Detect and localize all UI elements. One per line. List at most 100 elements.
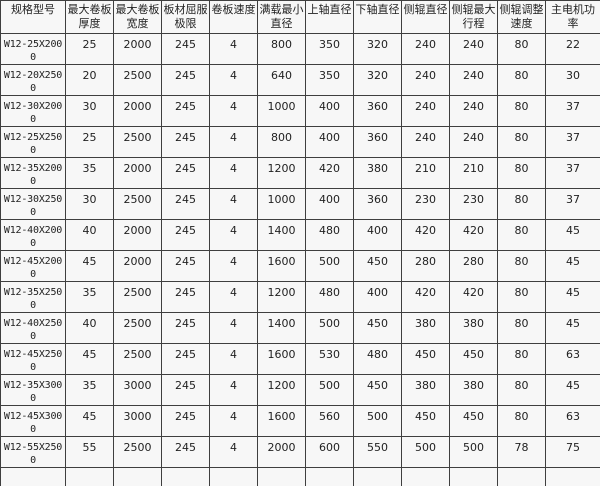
- value-cell: 800: [257, 33, 306, 65]
- column-header: 侧辊调整速度: [497, 0, 546, 34]
- value-cell: 245: [161, 157, 210, 189]
- table-row: W12-40X2000 40 2000 245 4 1400 480 400 420 420 80 4…: [0, 219, 600, 251]
- value-cell: 245: [161, 126, 210, 158]
- table-row: W12-35X2000 35 2000 245 4 1200 420 380 210 210 80 3…: [0, 157, 600, 189]
- value-cell: 3000: [113, 405, 162, 437]
- table-row: W12-20X2500 20 2500 245 4 640 350 320 240 240 80 30: [0, 64, 600, 96]
- table-row: W12-35X3000 35 3000 245 4 1200 500 450 380 380 80 4…: [0, 374, 600, 406]
- value-cell: 45: [65, 405, 114, 437]
- value-cell: 400: [305, 188, 354, 220]
- model-cell: W12-45X2500: [0, 343, 66, 375]
- value-cell: 245: [161, 219, 210, 251]
- value-cell: 400: [353, 219, 402, 251]
- table-row: W12-25X2500 25 2500 245 4 800 400 360 240 240 80 37: [0, 126, 600, 158]
- table-header: 规格型号 最大卷板厚度 最大卷板宽度 板材屈服极限 卷板速度 满载最小直径 上轴直径 下轴直径…: [0, 0, 600, 34]
- value-cell: 420: [401, 219, 450, 251]
- empty-cell: [545, 467, 600, 486]
- value-cell: 400: [305, 95, 354, 127]
- value-cell: 2000: [113, 95, 162, 127]
- value-cell: 45: [545, 250, 600, 282]
- value-cell: 80: [497, 219, 546, 251]
- value-cell: 450: [353, 374, 402, 406]
- value-cell: 640: [257, 64, 306, 96]
- value-cell: 80: [497, 405, 546, 437]
- value-cell: 380: [449, 374, 498, 406]
- value-cell: 35: [65, 157, 114, 189]
- value-cell: 480: [353, 343, 402, 375]
- model-cell: W12-40X2500: [0, 312, 66, 344]
- value-cell: 420: [449, 281, 498, 313]
- value-cell: 1400: [257, 312, 306, 344]
- empty-cell: [209, 467, 258, 486]
- value-cell: 80: [497, 126, 546, 158]
- value-cell: 245: [161, 436, 210, 468]
- value-cell: 80: [497, 95, 546, 127]
- value-cell: 4: [209, 33, 258, 65]
- value-cell: 2000: [257, 436, 306, 468]
- model-cell: W12-45X2000: [0, 250, 66, 282]
- value-cell: 4: [209, 436, 258, 468]
- value-cell: 45: [545, 312, 600, 344]
- value-cell: 480: [305, 281, 354, 313]
- value-cell: 420: [305, 157, 354, 189]
- table-row: W12-25X2000 25 2000 245 4 800 350 320 240 240 80 22: [0, 33, 600, 65]
- value-cell: 350: [305, 64, 354, 96]
- value-cell: 4: [209, 281, 258, 313]
- value-cell: 4: [209, 157, 258, 189]
- value-cell: 4: [209, 312, 258, 344]
- value-cell: 80: [497, 374, 546, 406]
- model-cell: W12-30X2500: [0, 188, 66, 220]
- value-cell: 500: [305, 312, 354, 344]
- value-cell: 240: [449, 95, 498, 127]
- value-cell: 1400: [257, 219, 306, 251]
- value-cell: 360: [353, 188, 402, 220]
- value-cell: 1600: [257, 250, 306, 282]
- value-cell: 530: [305, 343, 354, 375]
- value-cell: 2000: [113, 250, 162, 282]
- value-cell: 2500: [113, 281, 162, 313]
- column-header: 侧辊最大行程: [449, 0, 498, 34]
- value-cell: 4: [209, 405, 258, 437]
- table-row: W12-55X2500 55 2500 245 4 2000 600 550 500 500 78 7…: [0, 436, 600, 468]
- value-cell: 320: [353, 33, 402, 65]
- value-cell: 25: [65, 126, 114, 158]
- value-cell: 245: [161, 405, 210, 437]
- value-cell: 240: [401, 95, 450, 127]
- value-cell: 2000: [113, 219, 162, 251]
- value-cell: 450: [449, 343, 498, 375]
- value-cell: 2500: [113, 126, 162, 158]
- column-header: 上轴直径: [305, 0, 354, 34]
- empty-cell: [65, 467, 114, 486]
- value-cell: 30: [65, 188, 114, 220]
- value-cell: 45: [545, 374, 600, 406]
- value-cell: 80: [497, 281, 546, 313]
- value-cell: 245: [161, 343, 210, 375]
- value-cell: 450: [353, 250, 402, 282]
- value-cell: 40: [65, 219, 114, 251]
- empty-cell: [113, 467, 162, 486]
- value-cell: 360: [353, 126, 402, 158]
- value-cell: 80: [497, 188, 546, 220]
- value-cell: 45: [545, 281, 600, 313]
- value-cell: 2500: [113, 64, 162, 96]
- value-cell: 245: [161, 64, 210, 96]
- value-cell: 80: [497, 250, 546, 282]
- value-cell: 450: [353, 312, 402, 344]
- value-cell: 230: [449, 188, 498, 220]
- value-cell: 80: [497, 312, 546, 344]
- value-cell: 245: [161, 374, 210, 406]
- value-cell: 2500: [113, 312, 162, 344]
- value-cell: 1200: [257, 157, 306, 189]
- value-cell: 560: [305, 405, 354, 437]
- empty-cell: [161, 467, 210, 486]
- value-cell: 4: [209, 374, 258, 406]
- value-cell: 45: [65, 250, 114, 282]
- value-cell: 1200: [257, 374, 306, 406]
- table-row: W12-45X3000 45 3000 245 4 1600 560 500 450 450 80 6…: [0, 405, 600, 437]
- value-cell: 450: [449, 405, 498, 437]
- table-row: W12-30X2000 30 2000 245 4 1000 400 360 240 240 80 3…: [0, 95, 600, 127]
- value-cell: 210: [449, 157, 498, 189]
- value-cell: 2500: [113, 436, 162, 468]
- value-cell: 500: [305, 250, 354, 282]
- value-cell: 230: [401, 188, 450, 220]
